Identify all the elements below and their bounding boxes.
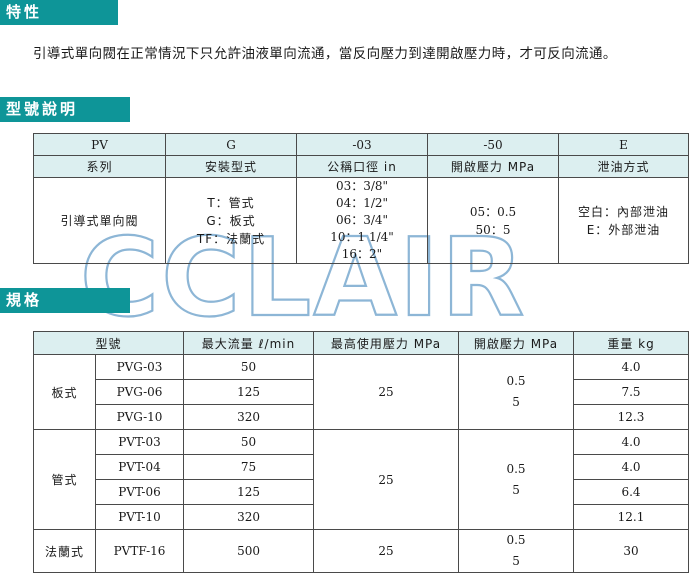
table-row: PVG-06 125 7.5 <box>34 379 690 405</box>
spec-flow: 500 <box>183 529 315 573</box>
model-label-cell: 安裝型式 <box>165 155 297 178</box>
model-mounting-cell: T：管式 G：板式 TF：法蘭式 <box>165 177 297 264</box>
model-code-table: PV G -03 -50 E 系列 安裝型式 公稱口徑 in 開啟壓力 MPa … <box>33 133 689 264</box>
table-row: PV G -03 -50 E <box>33 133 689 156</box>
model-size-cell: 03：3/8" 04：1/2" 06：3/4" 10：1 1/4" 16：2" <box>296 177 428 264</box>
section-header-model-label: 型號說明 <box>6 100 79 118</box>
spec-model: PVT-10 <box>94 504 185 530</box>
spec-max-pressure: 25 <box>313 354 460 430</box>
features-paragraph: 引導式單向閥在正常情況下只允許油液單向流通，當反向壓力到達開啟壓力時，才可反向流… <box>33 45 617 62</box>
table-row: 系列 安裝型式 公稱口徑 in 開啟壓力 MPa 泄油方式 <box>33 155 689 178</box>
table-row: 法蘭式 PVTF-16 500 25 0.5 5 30 <box>33 529 690 573</box>
spec-crack-pressure: 0.5 5 <box>458 529 575 573</box>
model-label-cell: 系列 <box>33 155 166 178</box>
table-row: PVT-10 320 12.1 <box>34 504 690 530</box>
model-code-cell: G <box>165 133 297 156</box>
spec-weight: 12.1 <box>573 504 690 530</box>
table-row: 板式 PVG-03 50 25 0.5 5 4.0 <box>33 354 690 430</box>
table-header-row: 型號 最大流量 ℓ/min 最高使用壓力 MPa 開啟壓力 MPa 重量 kg <box>32 331 690 355</box>
spec-model: PVT-03 <box>94 429 185 455</box>
table-row: 管式 PVT-03 50 25 0.5 5 4.0 <box>33 429 690 530</box>
spec-header-crack-pressure: 開啟壓力 MPa <box>458 331 575 355</box>
model-code-cell: -03 <box>296 133 428 156</box>
spec-group-type: 法蘭式 <box>33 529 96 573</box>
spec-weight: 12.3 <box>573 404 690 430</box>
spec-crack-pressure: 0.5 5 <box>458 429 575 530</box>
spec-max-pressure: 25 <box>313 529 460 573</box>
specification-table: 型號 最大流量 ℓ/min 最高使用壓力 MPa 開啟壓力 MPa 重量 kg … <box>32 331 690 573</box>
spec-header-model: 型號 <box>32 331 185 355</box>
model-crack-pressure-cell: 05：0.5 50：5 <box>427 177 559 264</box>
spec-flow: 320 <box>183 504 315 530</box>
spec-weight: 30 <box>573 529 690 573</box>
spec-flow: 75 <box>183 454 315 480</box>
spec-max-pressure: 25 <box>313 429 460 530</box>
section-header-features-label: 特性 <box>6 3 43 21</box>
spec-flow: 320 <box>183 404 315 430</box>
table-row: PVG-10 320 12.3 <box>34 404 690 430</box>
spec-weight: 4.0 <box>573 454 690 480</box>
spec-model: PVT-04 <box>94 454 185 480</box>
spec-group-type: 板式 <box>33 354 96 430</box>
section-header-spec-label: 規格 <box>6 291 43 309</box>
spec-group-type: 管式 <box>33 429 96 530</box>
spec-crack-pressure: 0.5 5 <box>458 354 575 430</box>
section-header-features: 特性 <box>0 0 118 25</box>
spec-flow: 50 <box>183 429 315 455</box>
table-row: 引導式單向閥 T：管式 G：板式 TF：法蘭式 03：3/8" 04：1/2" … <box>33 177 689 264</box>
spec-model: PVG-10 <box>94 404 185 430</box>
spec-model: PVT-06 <box>94 479 185 505</box>
model-code-cell: -50 <box>427 133 559 156</box>
model-series-cell: 引導式單向閥 <box>33 177 166 264</box>
table-row: PVT-06 125 6.4 <box>34 479 690 505</box>
spec-header-weight: 重量 kg <box>573 331 690 355</box>
spec-weight: 7.5 <box>573 379 690 405</box>
section-header-spec: 規格 <box>0 288 130 313</box>
table-row: PVT-04 75 4.0 <box>34 454 690 480</box>
spec-weight: 6.4 <box>573 479 690 505</box>
spec-model: PVG-06 <box>94 379 185 405</box>
model-label-cell: 公稱口徑 in <box>296 155 428 178</box>
model-drain-cell: 空白：內部泄油 E：外部泄油 <box>558 177 689 264</box>
spec-header-flow: 最大流量 ℓ/min <box>183 331 315 355</box>
spec-weight: 4.0 <box>573 429 690 455</box>
spec-model: PVG-03 <box>94 354 185 380</box>
spec-flow: 125 <box>183 379 315 405</box>
spec-flow: 50 <box>183 354 315 380</box>
section-header-model: 型號說明 <box>0 97 130 122</box>
model-code-cell: E <box>558 133 689 156</box>
model-code-cell: PV <box>33 133 166 156</box>
spec-flow: 125 <box>183 479 315 505</box>
spec-header-max-pressure: 最高使用壓力 MPa <box>313 331 460 355</box>
spec-weight: 4.0 <box>573 354 690 380</box>
model-label-cell: 泄油方式 <box>558 155 689 178</box>
model-label-cell: 開啟壓力 MPa <box>427 155 559 178</box>
spec-model: PVTF-16 <box>94 529 185 573</box>
